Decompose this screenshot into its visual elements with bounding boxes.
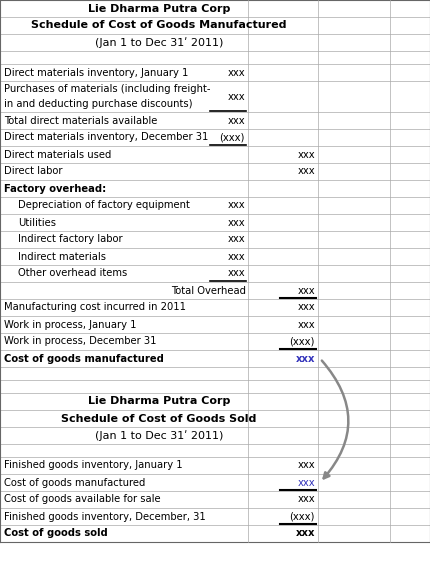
Text: (Jan 1 to Dec 31ʹ 2011): (Jan 1 to Dec 31ʹ 2011) (95, 430, 223, 441)
Text: xxx: xxx (227, 67, 245, 78)
Text: (xxx): (xxx) (220, 132, 245, 142)
Text: Cost of goods manufactured: Cost of goods manufactured (4, 478, 145, 487)
Text: xxx: xxx (227, 252, 245, 262)
Text: xxx: xxx (298, 495, 315, 505)
Text: Work in process, December 31: Work in process, December 31 (4, 336, 157, 347)
Text: xxx: xxx (227, 116, 245, 126)
Text: Cost of goods sold: Cost of goods sold (4, 529, 108, 539)
Text: xxx: xxx (227, 218, 245, 228)
Text: xxx: xxx (295, 529, 315, 539)
Text: Schedule of Cost of Goods Manufactured: Schedule of Cost of Goods Manufactured (31, 21, 287, 31)
Text: (xxx): (xxx) (290, 336, 315, 347)
Text: Schedule of Cost of Goods Sold: Schedule of Cost of Goods Sold (61, 414, 257, 423)
Text: Finished goods inventory, December, 31: Finished goods inventory, December, 31 (4, 511, 206, 521)
Text: Lie Dharma Putra Corp: Lie Dharma Putra Corp (88, 396, 230, 407)
Text: Indirect factory labor: Indirect factory labor (18, 234, 123, 244)
Text: xxx: xxx (298, 478, 315, 487)
Text: Indirect materials: Indirect materials (18, 252, 106, 262)
Text: Lie Dharma Putra Corp: Lie Dharma Putra Corp (88, 3, 230, 13)
Text: xxx: xxx (298, 286, 315, 295)
Text: xxx: xxx (298, 150, 315, 160)
Text: Utilities: Utilities (18, 218, 56, 228)
Text: Other overhead items: Other overhead items (18, 268, 127, 279)
Text: xxx: xxx (227, 234, 245, 244)
Text: Purchases of materials (including freight-: Purchases of materials (including freigh… (4, 84, 211, 94)
Text: xxx: xxx (298, 320, 315, 329)
Text: xxx: xxx (298, 166, 315, 176)
Text: Cost of goods available for sale: Cost of goods available for sale (4, 495, 161, 505)
Text: Direct materials inventory, December 31: Direct materials inventory, December 31 (4, 132, 209, 142)
Text: xxx: xxx (298, 460, 315, 471)
Text: Work in process, January 1: Work in process, January 1 (4, 320, 136, 329)
Text: xxx: xxx (298, 302, 315, 313)
Text: Factory overhead:: Factory overhead: (4, 184, 106, 194)
Text: (xxx): (xxx) (290, 511, 315, 521)
Text: Direct materials used: Direct materials used (4, 150, 111, 160)
Text: in and deducting purchase discounts): in and deducting purchase discounts) (4, 99, 193, 109)
FancyArrowPatch shape (322, 361, 348, 478)
Text: Direct materials inventory, January 1: Direct materials inventory, January 1 (4, 67, 188, 78)
Text: Direct labor: Direct labor (4, 166, 62, 176)
Text: Manufacturing cost incurred in 2011: Manufacturing cost incurred in 2011 (4, 302, 186, 313)
Text: xxx: xxx (227, 268, 245, 279)
Text: Depreciation of factory equipment: Depreciation of factory equipment (18, 200, 190, 210)
Text: Total direct materials available: Total direct materials available (4, 116, 157, 126)
Text: (Jan 1 to Dec 31ʹ 2011): (Jan 1 to Dec 31ʹ 2011) (95, 37, 223, 48)
Text: xxx: xxx (227, 200, 245, 210)
Text: Total Overhead: Total Overhead (171, 286, 246, 295)
Text: xxx: xxx (295, 354, 315, 363)
Text: xxx: xxx (227, 92, 245, 101)
Text: Cost of goods manufactured: Cost of goods manufactured (4, 354, 164, 363)
Text: Finished goods inventory, January 1: Finished goods inventory, January 1 (4, 460, 183, 471)
